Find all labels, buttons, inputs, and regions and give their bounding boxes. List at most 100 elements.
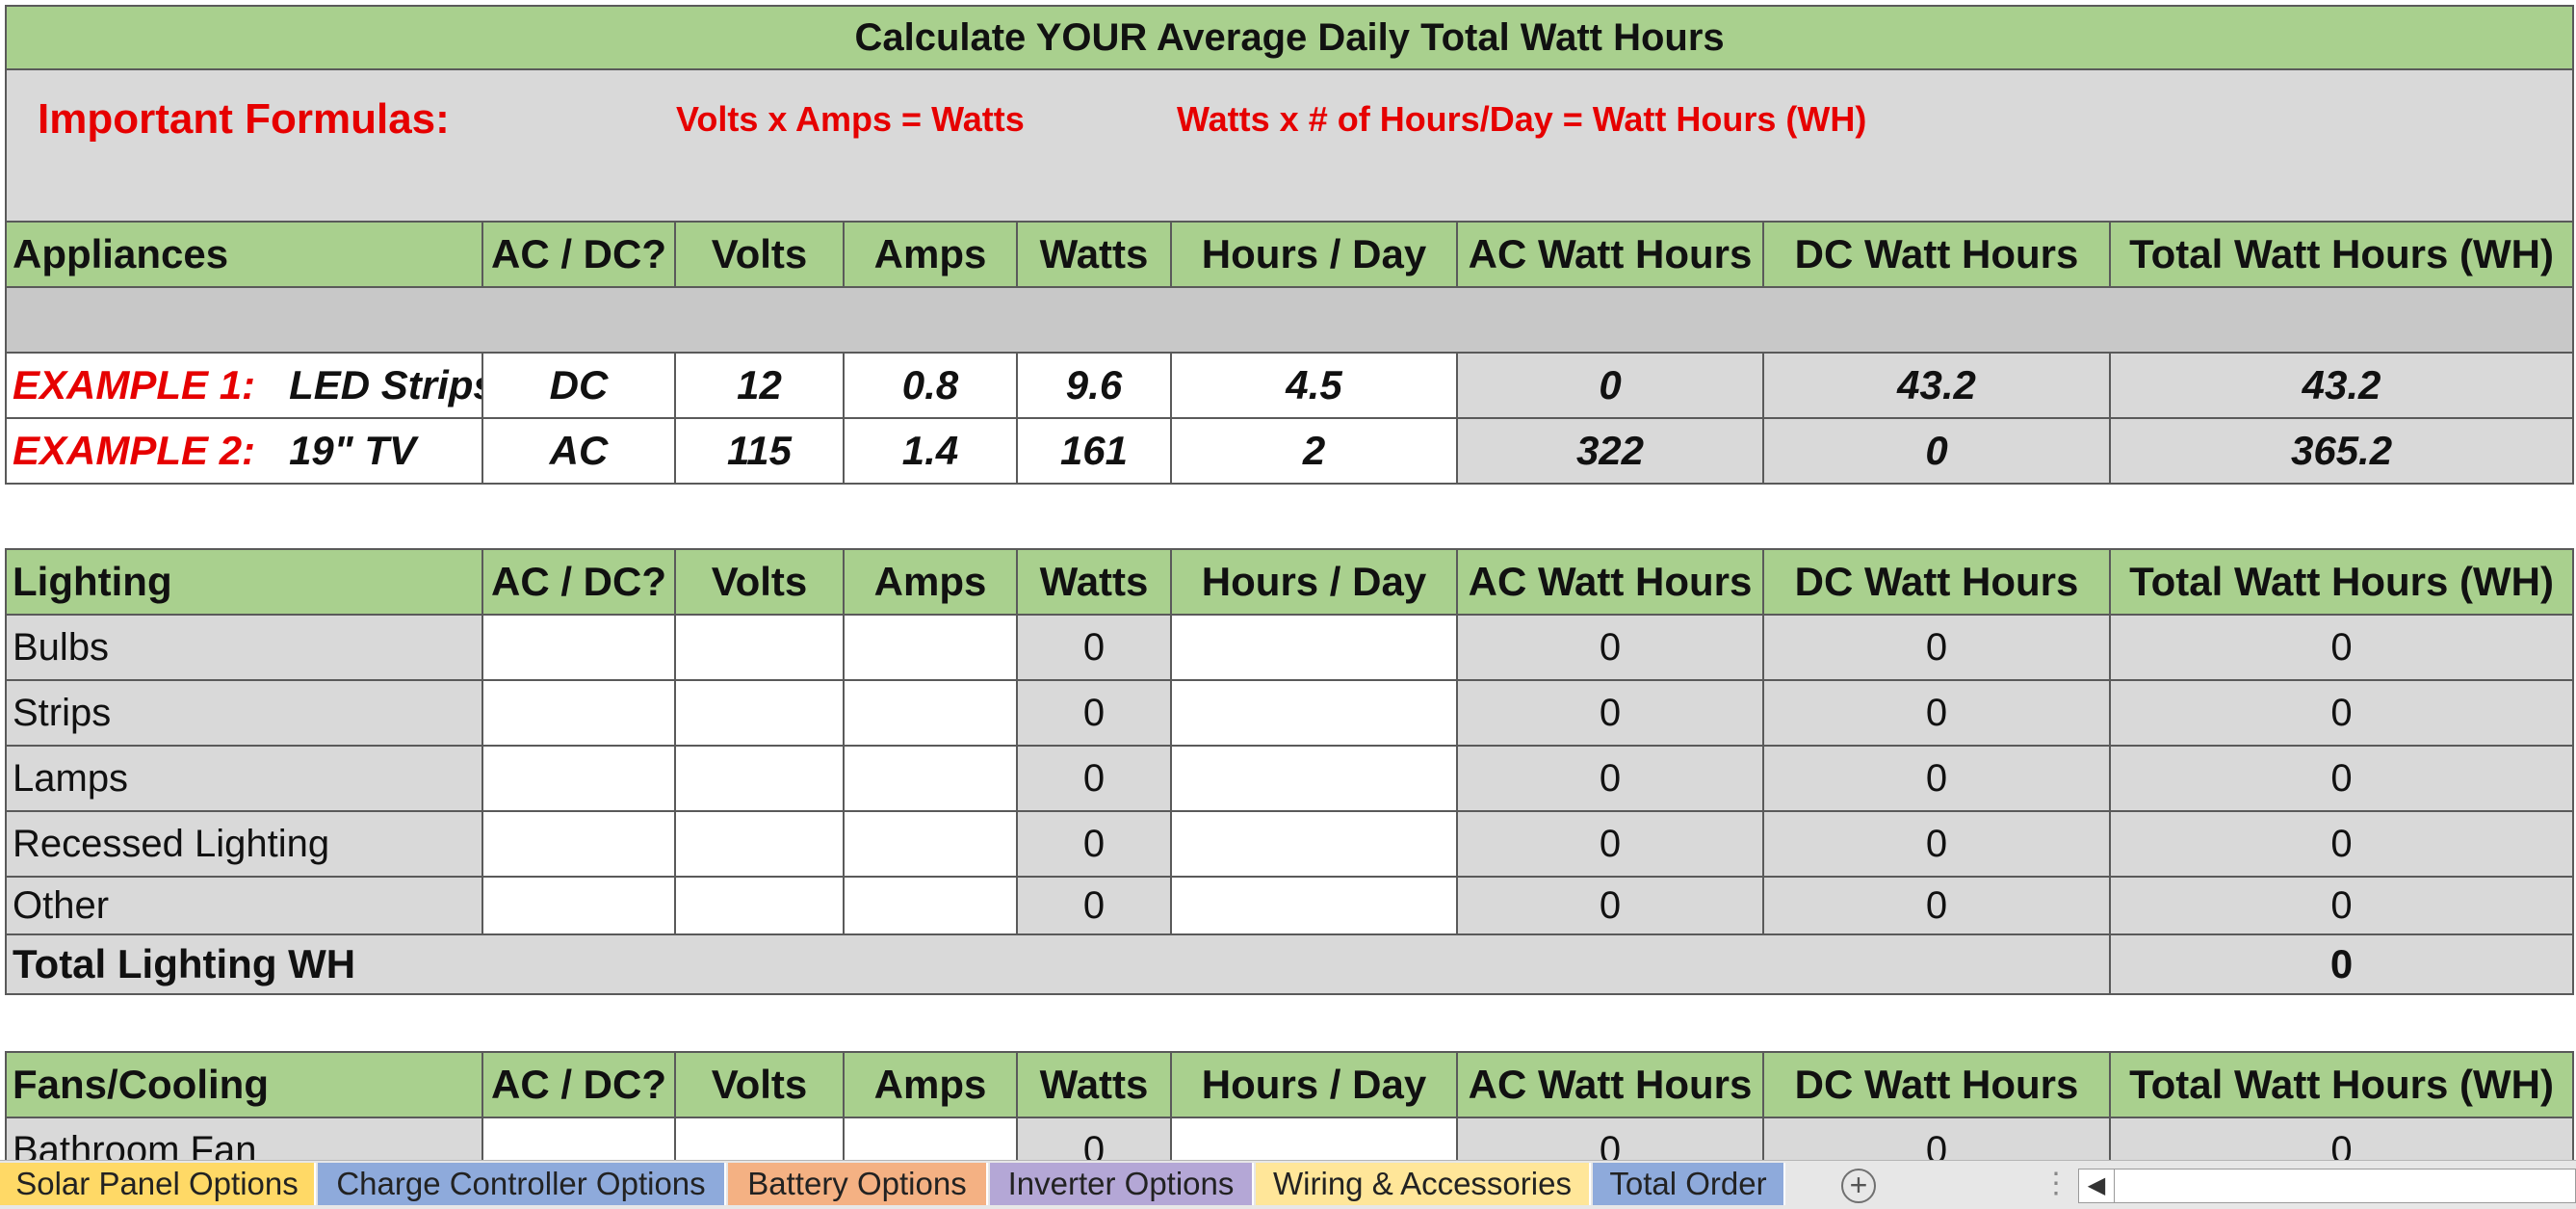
item-name[interactable]: Other (5, 876, 483, 935)
header-ac-wh[interactable]: AC Watt Hours (1456, 221, 1764, 288)
header-volts[interactable]: Volts (674, 548, 845, 616)
item-ac-wh[interactable]: 0 (1456, 745, 1764, 812)
header-dc-wh[interactable]: DC Watt Hours (1762, 221, 2111, 288)
header-total-wh[interactable]: Total Watt Hours (WH) (2108, 221, 2575, 288)
total-lighting-value[interactable]: 0 (2108, 933, 2575, 995)
item-acdc-cell[interactable] (481, 614, 676, 681)
item-name[interactable]: Lamps (5, 745, 483, 812)
example-ac-wh[interactable]: 0 (1456, 352, 1764, 419)
item-volts-cell[interactable] (674, 745, 845, 812)
item-dc-wh[interactable]: 0 (1762, 614, 2111, 681)
item-hours-cell[interactable] (1170, 810, 1458, 878)
horizontal-scrollbar[interactable]: ◀ (2078, 1169, 2576, 1203)
example-hours[interactable]: 4.5 (1170, 352, 1458, 419)
item-acdc-cell[interactable] (481, 679, 676, 747)
example-total-wh[interactable]: 365.2 (2108, 417, 2575, 485)
tab-battery-options[interactable]: Battery Options (728, 1163, 988, 1205)
item-acdc-cell[interactable] (481, 876, 676, 935)
header-dc-wh[interactable]: DC Watt Hours (1762, 548, 2111, 616)
item-hours-cell[interactable] (1170, 679, 1458, 747)
header-dc-wh[interactable]: DC Watt Hours (1762, 1051, 2111, 1118)
item-name[interactable]: Bathroom Fan (5, 1117, 483, 1160)
item-ac-wh[interactable]: 0 (1456, 876, 1764, 935)
item-ac-wh[interactable]: 0 (1456, 1117, 1764, 1160)
spreadsheet-grid[interactable]: Calculate YOUR Average Daily Total Watt … (0, 0, 2576, 1160)
example-amps[interactable]: 0.8 (843, 352, 1018, 419)
item-amps-cell[interactable] (843, 1117, 1018, 1160)
item-amps-cell[interactable] (843, 810, 1018, 878)
header-acdc[interactable]: AC / DC? (481, 221, 676, 288)
item-ac-wh[interactable]: 0 (1456, 810, 1764, 878)
header-hours-day[interactable]: Hours / Day (1170, 548, 1458, 616)
tab-wiring-accessories[interactable]: Wiring & Accessories (1256, 1163, 1591, 1205)
example-volts[interactable]: 115 (674, 417, 845, 485)
item-dc-wh[interactable]: 0 (1762, 1117, 2111, 1160)
example-acdc[interactable]: DC (481, 352, 676, 419)
item-volts-cell[interactable] (674, 679, 845, 747)
item-dc-wh[interactable]: 0 (1762, 876, 2111, 935)
tab-charge-controller-options[interactable]: Charge Controller Options (318, 1163, 726, 1205)
spacer-cell[interactable] (4, 286, 2575, 354)
item-total-wh[interactable]: 0 (2108, 876, 2575, 935)
tab-total-order[interactable]: Total Order (1593, 1163, 1785, 1205)
item-amps-cell[interactable] (843, 614, 1018, 681)
item-acdc-cell[interactable] (481, 745, 676, 812)
item-volts-cell[interactable] (674, 614, 845, 681)
example-acdc[interactable]: AC (481, 417, 676, 485)
item-watts[interactable]: 0 (1016, 810, 1172, 878)
sheet-title[interactable]: Calculate YOUR Average Daily Total Watt … (4, 5, 2575, 70)
example-amps[interactable]: 1.4 (843, 417, 1018, 485)
header-amps[interactable]: Amps (843, 221, 1018, 288)
example-name-cell[interactable]: EXAMPLE 2: 19" TV (5, 417, 483, 485)
item-volts-cell[interactable] (674, 1117, 845, 1160)
item-hours-cell[interactable] (1170, 876, 1458, 935)
item-watts[interactable]: 0 (1016, 614, 1172, 681)
item-amps-cell[interactable] (843, 876, 1018, 935)
example-total-wh[interactable]: 43.2 (2108, 352, 2575, 419)
header-ac-wh[interactable]: AC Watt Hours (1456, 1051, 1764, 1118)
example-name-cell[interactable]: EXAMPLE 1: LED Strips (5, 352, 483, 419)
example-dc-wh[interactable]: 0 (1762, 417, 2111, 485)
item-name[interactable]: Recessed Lighting (5, 810, 483, 878)
header-hours-day[interactable]: Hours / Day (1170, 1051, 1458, 1118)
header-amps[interactable]: Amps (843, 1051, 1018, 1118)
header-volts[interactable]: Volts (674, 1051, 845, 1118)
item-dc-wh[interactable]: 0 (1762, 679, 2111, 747)
item-total-wh[interactable]: 0 (2108, 614, 2575, 681)
header-acdc[interactable]: AC / DC? (481, 548, 676, 616)
tab-solar-panel-options[interactable]: Solar Panel Options (0, 1163, 316, 1205)
example-dc-wh[interactable]: 43.2 (1762, 352, 2111, 419)
item-watts[interactable]: 0 (1016, 679, 1172, 747)
header-lighting[interactable]: Lighting (5, 548, 483, 616)
item-volts-cell[interactable] (674, 876, 845, 935)
scroll-left-icon[interactable]: ◀ (2079, 1170, 2115, 1202)
header-ac-wh[interactable]: AC Watt Hours (1456, 548, 1764, 616)
item-ac-wh[interactable]: 0 (1456, 614, 1764, 681)
header-volts[interactable]: Volts (674, 221, 845, 288)
item-dc-wh[interactable]: 0 (1762, 810, 2111, 878)
example-watts[interactable]: 161 (1016, 417, 1172, 485)
item-name[interactable]: Bulbs (5, 614, 483, 681)
header-fans-cooling[interactable]: Fans/Cooling (5, 1051, 483, 1118)
header-watts[interactable]: Watts (1016, 1051, 1172, 1118)
header-total-wh[interactable]: Total Watt Hours (WH) (2108, 1051, 2575, 1118)
item-hours-cell[interactable] (1170, 1117, 1458, 1160)
item-watts[interactable]: 0 (1016, 745, 1172, 812)
header-watts[interactable]: Watts (1016, 548, 1172, 616)
item-total-wh[interactable]: 0 (2108, 745, 2575, 812)
add-sheet-icon[interactable]: + (1841, 1169, 1876, 1203)
item-name[interactable]: Strips (5, 679, 483, 747)
formula-cell[interactable]: Important Formulas: Volts x Amps = Watts… (4, 68, 2575, 223)
header-appliances[interactable]: Appliances (5, 221, 483, 288)
item-ac-wh[interactable]: 0 (1456, 679, 1764, 747)
header-watts[interactable]: Watts (1016, 221, 1172, 288)
item-total-wh[interactable]: 0 (2108, 679, 2575, 747)
item-watts[interactable]: 0 (1016, 1117, 1172, 1160)
item-acdc-cell[interactable] (481, 810, 676, 878)
header-acdc[interactable]: AC / DC? (481, 1051, 676, 1118)
header-total-wh[interactable]: Total Watt Hours (WH) (2108, 548, 2575, 616)
item-hours-cell[interactable] (1170, 745, 1458, 812)
item-volts-cell[interactable] (674, 810, 845, 878)
example-ac-wh[interactable]: 322 (1456, 417, 1764, 485)
item-hours-cell[interactable] (1170, 614, 1458, 681)
